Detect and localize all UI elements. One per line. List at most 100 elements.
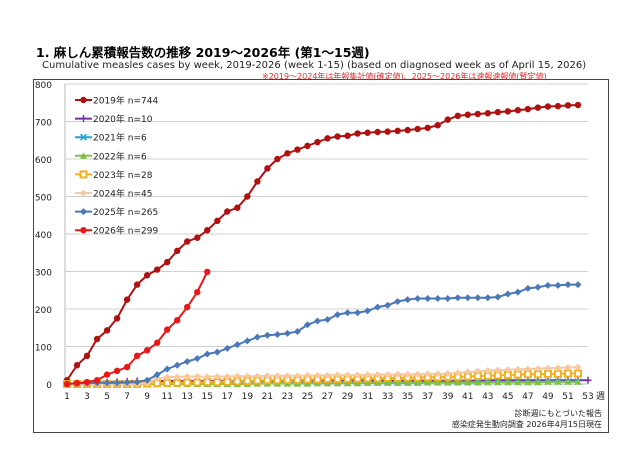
data-point	[534, 378, 542, 386]
chart-frame	[33, 79, 609, 433]
data-point	[364, 129, 371, 136]
data-point	[464, 368, 472, 376]
data-point	[143, 272, 151, 279]
data-point	[454, 379, 462, 386]
data-point	[213, 373, 221, 380]
y-tick-label: 200	[35, 306, 52, 316]
data-point	[504, 378, 512, 386]
data-point	[224, 208, 231, 215]
data-point	[524, 378, 532, 386]
x-tick-label: 35	[402, 392, 413, 402]
data-point	[163, 326, 171, 333]
data-point	[454, 112, 461, 120]
data-point	[543, 369, 552, 378]
data-point	[133, 378, 141, 386]
data-point	[313, 371, 321, 379]
x-tick-label: 39	[442, 392, 454, 402]
data-point	[203, 378, 212, 387]
data-point	[474, 110, 481, 118]
x-tick-label: 15	[202, 392, 213, 402]
data-point	[394, 379, 402, 386]
data-point	[283, 372, 291, 380]
data-point	[374, 303, 382, 311]
x-tick-label: 31	[362, 392, 373, 402]
series-line	[66, 283, 578, 385]
data-point	[394, 298, 402, 305]
series-line	[67, 366, 579, 385]
data-point	[354, 379, 362, 387]
x-tick-label: 49	[542, 392, 554, 402]
data-point	[484, 294, 492, 302]
data-point	[564, 364, 572, 371]
data-point	[404, 296, 412, 304]
data-point	[584, 376, 592, 384]
data-point	[554, 102, 562, 110]
y-tick-label: 300	[35, 269, 52, 279]
data-point	[434, 370, 442, 378]
data-point	[153, 266, 161, 273]
data-point	[384, 371, 392, 379]
y-tick-label: 100	[35, 344, 52, 354]
data-point	[223, 373, 231, 380]
data-point	[533, 370, 542, 379]
data-point	[354, 130, 361, 137]
data-point	[474, 294, 482, 302]
x-tick-label: 43	[482, 392, 493, 402]
y-tick-label: 700	[35, 119, 52, 129]
data-point	[564, 281, 572, 289]
data-point	[303, 321, 311, 329]
x-tick-label: 3	[84, 392, 90, 402]
data-point	[534, 104, 542, 111]
data-point	[314, 138, 321, 146]
data-point	[103, 371, 111, 378]
x-tick-label: 7	[124, 392, 130, 402]
x-tick-label: 17	[222, 392, 233, 402]
data-point	[344, 132, 351, 139]
data-point	[374, 128, 381, 136]
data-point	[143, 376, 151, 384]
x-tick-label: 11	[161, 392, 172, 402]
data-point	[464, 111, 471, 118]
data-point	[354, 371, 362, 379]
data-point	[434, 379, 442, 386]
footer-source: 感染症発生動向調査 2026年4月15日現在	[451, 420, 602, 429]
data-point	[273, 372, 281, 380]
data-point	[294, 146, 301, 153]
data-point	[174, 317, 181, 324]
data-point	[404, 379, 412, 386]
data-point	[384, 301, 392, 309]
data-point	[344, 379, 352, 387]
data-point	[424, 379, 432, 386]
data-point	[564, 102, 572, 109]
series-line	[66, 104, 579, 381]
data-point	[494, 366, 502, 374]
data-point	[534, 365, 542, 373]
legend-entry: 2021年 n=6	[93, 132, 147, 144]
data-point	[444, 116, 451, 123]
series-line	[67, 372, 578, 385]
data-point	[514, 365, 522, 373]
data-point	[424, 370, 432, 378]
data-point	[434, 122, 441, 129]
data-point	[494, 293, 502, 301]
data-point	[454, 369, 462, 377]
data-point	[484, 367, 492, 374]
data-point	[194, 234, 201, 241]
data-point	[244, 193, 251, 200]
data-point	[524, 284, 532, 292]
footer-note: 診断週にもとづいた報告	[514, 409, 602, 418]
data-point	[193, 373, 201, 380]
x-tick-label: 51	[562, 392, 573, 402]
data-point	[174, 247, 181, 255]
y-tick-label: 0	[46, 381, 52, 391]
y-tick-label: 400	[35, 231, 52, 241]
series-line	[66, 271, 209, 385]
data-point	[394, 127, 401, 135]
x-tick-label: 37	[422, 392, 433, 402]
data-point	[414, 370, 422, 378]
x-tick-label: 9	[144, 392, 150, 402]
data-point	[434, 295, 442, 302]
data-point	[444, 379, 452, 386]
data-point	[183, 378, 192, 387]
